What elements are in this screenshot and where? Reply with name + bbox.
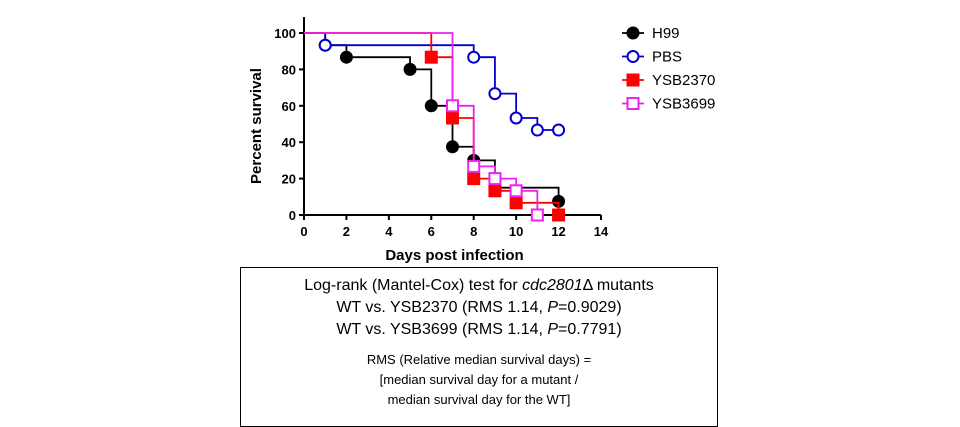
legend-item-ysb2370: YSB2370 bbox=[622, 72, 715, 89]
legend-item-h99: H99 bbox=[622, 25, 680, 42]
legend-marker-ysb3699 bbox=[626, 97, 640, 110]
legend-marker-ysb2370 bbox=[626, 73, 640, 87]
point-ysb2370-day-12 bbox=[552, 208, 566, 222]
legend-label-pbs: PBS bbox=[652, 49, 682, 66]
point-pbs-day-10 bbox=[509, 111, 523, 125]
plot-area: 0 2 4 6 8 10 12 14 0 20 40 60 80 100 Days post infecti… bbox=[248, 17, 609, 264]
point-h99-day-7 bbox=[446, 140, 459, 154]
point-pbs-day-1 bbox=[318, 38, 332, 52]
point-ysb2370-day-6 bbox=[424, 50, 438, 64]
x-tick-label-0: 0 bbox=[300, 224, 307, 239]
point-pbs-day-11 bbox=[530, 123, 544, 137]
point-ysb3699-day-8 bbox=[467, 159, 481, 173]
legend: H99 PBS YSB2370 YSB3699 bbox=[622, 25, 715, 113]
curve-ysb3699 bbox=[304, 32, 539, 215]
x-tick-label-12: 12 bbox=[551, 224, 565, 239]
legend-item-pbs: PBS bbox=[622, 49, 682, 66]
x-tick-label-2: 2 bbox=[343, 224, 350, 239]
comparison-ysb3699: WT vs. YSB3699 (RMS 1.14, P=0.7791) bbox=[336, 321, 622, 338]
point-pbs-day-9 bbox=[488, 87, 502, 101]
y-tick-label-0: 0 bbox=[289, 208, 296, 223]
y-tick-label-20: 20 bbox=[282, 172, 296, 187]
x-axis-title: Days post infection bbox=[385, 247, 523, 264]
point-ysb3699-day-11 bbox=[530, 208, 544, 222]
y-axis-title: Percent survival bbox=[248, 68, 265, 184]
point-pbs-day-8 bbox=[467, 50, 481, 64]
legend-label-h99: H99 bbox=[652, 25, 680, 42]
y-tick-label-60: 60 bbox=[282, 99, 296, 114]
legend-label-ysb3699: YSB3699 bbox=[652, 96, 715, 113]
rms-definition-line-2: [median survival day for a mutant / bbox=[379, 372, 579, 387]
point-h99-day-5 bbox=[403, 62, 417, 76]
series-pbs bbox=[304, 32, 566, 137]
x-tick-label-8: 8 bbox=[470, 224, 477, 239]
y-tick-label-40: 40 bbox=[282, 135, 296, 150]
point-h99-day-6 bbox=[424, 99, 438, 113]
series-ysb2370 bbox=[304, 32, 566, 222]
comparison-ysb2370: WT vs. YSB2370 (RMS 1.14, P=0.9029) bbox=[336, 299, 622, 316]
statistics-box: Log-rank (Mantel-Cox) test for cdc2801Δ … bbox=[240, 267, 718, 427]
x-tick-label-14: 14 bbox=[594, 224, 609, 239]
point-h99-day-2 bbox=[339, 50, 353, 64]
point-ysb2370-day-8 bbox=[467, 172, 481, 186]
x-tick-label-10: 10 bbox=[509, 224, 523, 239]
point-ysb3699-day-7 bbox=[446, 99, 459, 113]
x-tick-label-4: 4 bbox=[385, 224, 393, 239]
survival-chart: 0 2 4 6 8 10 12 14 0 20 40 60 80 100 Days post infecti… bbox=[248, 17, 715, 264]
point-ysb3699-day-9 bbox=[488, 172, 502, 186]
point-ysb3699-day-10 bbox=[509, 184, 523, 198]
legend-marker-pbs bbox=[626, 50, 640, 63]
stats-title: Log-rank (Mantel-Cox) test for cdc2801Δ … bbox=[304, 277, 654, 294]
point-ysb2370-day-10 bbox=[509, 196, 523, 210]
y-tick-label-100: 100 bbox=[274, 26, 296, 41]
legend-marker-h99 bbox=[626, 26, 640, 40]
point-pbs-day-12 bbox=[552, 123, 566, 137]
series-ysb3699 bbox=[304, 32, 544, 222]
point-ysb2370-day-9 bbox=[488, 184, 502, 198]
rms-definition-line-1: RMS (Relative median survival days) = bbox=[366, 352, 592, 367]
legend-label-ysb2370: YSB2370 bbox=[652, 72, 715, 89]
x-tick-label-6: 6 bbox=[428, 224, 435, 239]
point-ysb2370-day-7 bbox=[446, 111, 459, 125]
rms-definition-line-3: median survival day for the WT] bbox=[387, 392, 571, 407]
legend-item-ysb3699: YSB3699 bbox=[622, 96, 715, 113]
y-tick-label-80: 80 bbox=[282, 62, 296, 77]
